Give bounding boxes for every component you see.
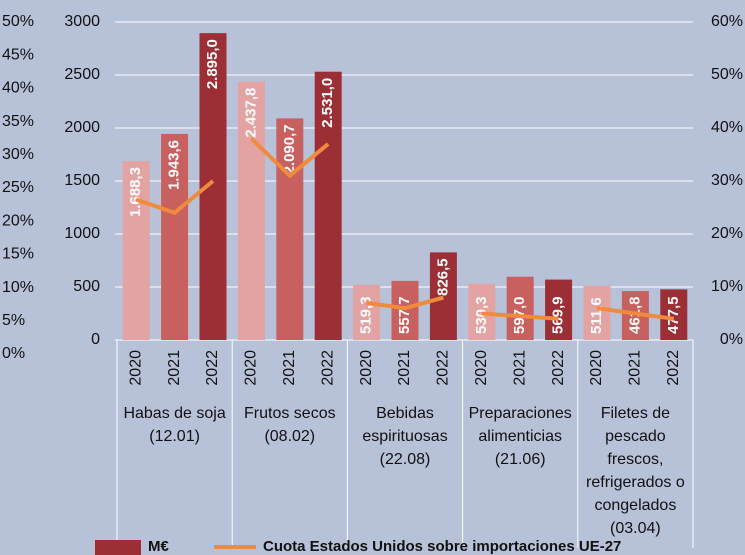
group-label: (08.02) — [264, 428, 315, 445]
y-tick-label: 3000 — [64, 13, 100, 30]
y2-tick-label: 20% — [711, 225, 743, 242]
legend-label: M€ — [148, 538, 169, 555]
group-label: Frutos secos — [244, 405, 336, 422]
y-tick-label: 500 — [73, 278, 100, 295]
group-label: Bebidas — [376, 405, 434, 422]
x-tick-label: 2021 — [396, 350, 413, 386]
y3-tick-label: 20% — [2, 212, 34, 229]
y2-tick-label: 30% — [711, 172, 743, 189]
data-label: 557,7 — [396, 296, 413, 334]
x-tick-label: 2021 — [281, 350, 298, 386]
x-tick-label: 2022 — [319, 350, 336, 386]
data-label: 2.531,0 — [319, 78, 336, 128]
group-label: (12.01) — [149, 428, 200, 445]
y3-tick-label: 45% — [2, 46, 34, 63]
x-tick-label: 2021 — [166, 350, 183, 386]
bar — [122, 161, 150, 340]
y-tick-label: 0 — [91, 331, 100, 348]
x-tick-label: 2020 — [588, 350, 605, 386]
data-label: 569,9 — [550, 296, 567, 334]
legend-label: Cuota Estados Unidos sobre importaciones… — [263, 538, 621, 555]
x-tick-label: 2022 — [665, 350, 682, 386]
group-label: Filetes de — [601, 405, 670, 422]
data-label: 530,3 — [473, 296, 490, 334]
group-label: congelados — [594, 497, 676, 514]
bar — [506, 276, 534, 340]
y2-tick-label: 50% — [711, 66, 743, 83]
data-label: 826,5 — [434, 258, 451, 296]
x-tick-label: 2020 — [127, 350, 144, 386]
data-label: 477,5 — [665, 296, 682, 334]
data-label: 1.688,3 — [127, 167, 144, 217]
line — [366, 295, 444, 311]
y-tick-label: 2500 — [64, 66, 100, 83]
y2-tick-label: 40% — [711, 119, 743, 136]
bar — [660, 289, 688, 340]
x-tick-label: 2020 — [358, 350, 375, 386]
y3-tick-label: 50% — [2, 13, 34, 30]
bar — [391, 280, 419, 340]
x-tick-label: 2021 — [511, 350, 528, 386]
group-label: Preparaciones — [469, 405, 572, 422]
bar — [237, 81, 265, 340]
y2-tick-label: 0% — [720, 331, 743, 348]
y3-tick-label: 40% — [2, 80, 34, 97]
data-label: 2.895,0 — [204, 39, 221, 89]
data-label: 1.943,6 — [166, 140, 183, 190]
group-label: frescos, — [607, 451, 663, 468]
group-label: (21.06) — [495, 451, 546, 468]
bar — [161, 133, 189, 340]
x-tick-label: 2020 — [473, 350, 490, 386]
x-tick-label: 2022 — [435, 350, 452, 386]
y3-tick-label: 30% — [2, 146, 34, 163]
y-tick-label: 1500 — [64, 172, 100, 189]
x-tick-label: 2020 — [243, 350, 260, 386]
y3-tick-label: 25% — [2, 179, 34, 196]
y3-tick-label: 5% — [2, 312, 25, 329]
bar — [314, 71, 342, 341]
y-tick-label: 1000 — [64, 225, 100, 242]
group-label: refrigerados o — [586, 474, 685, 491]
y-tick-label: 2000 — [64, 119, 100, 136]
bar — [276, 118, 304, 340]
group-label: pescado — [605, 428, 666, 445]
group-label: (22.08) — [380, 451, 431, 468]
data-label: 2.437,8 — [242, 88, 259, 138]
group-label: (03.04) — [610, 520, 661, 537]
bar — [545, 279, 573, 340]
group-label: Habas de soja — [123, 405, 225, 422]
x-tick-label: 2021 — [627, 350, 644, 386]
line — [481, 311, 559, 321]
y3-tick-label: 15% — [2, 246, 34, 263]
line — [596, 306, 675, 321]
x-tick-label: 2022 — [204, 350, 221, 386]
bar — [353, 284, 381, 340]
y3-tick-label: 35% — [2, 113, 34, 130]
bar — [583, 285, 611, 340]
bar — [429, 252, 457, 340]
y3-tick-label: 10% — [2, 279, 34, 296]
line — [250, 137, 330, 179]
y2-tick-label: 60% — [711, 13, 743, 30]
data-label: 519,3 — [358, 296, 375, 334]
line — [135, 179, 215, 216]
x-tick-label: 2022 — [550, 350, 567, 386]
group-label: alimenticias — [478, 428, 562, 445]
legend-swatch — [95, 540, 141, 555]
data-label: 511,6 — [588, 297, 605, 334]
y3-tick-label: 0% — [2, 345, 25, 362]
bar — [468, 283, 496, 340]
y2-tick-label: 10% — [711, 278, 743, 295]
group-label: espirituosas — [362, 428, 447, 445]
data-label: 2.090,7 — [281, 124, 298, 174]
